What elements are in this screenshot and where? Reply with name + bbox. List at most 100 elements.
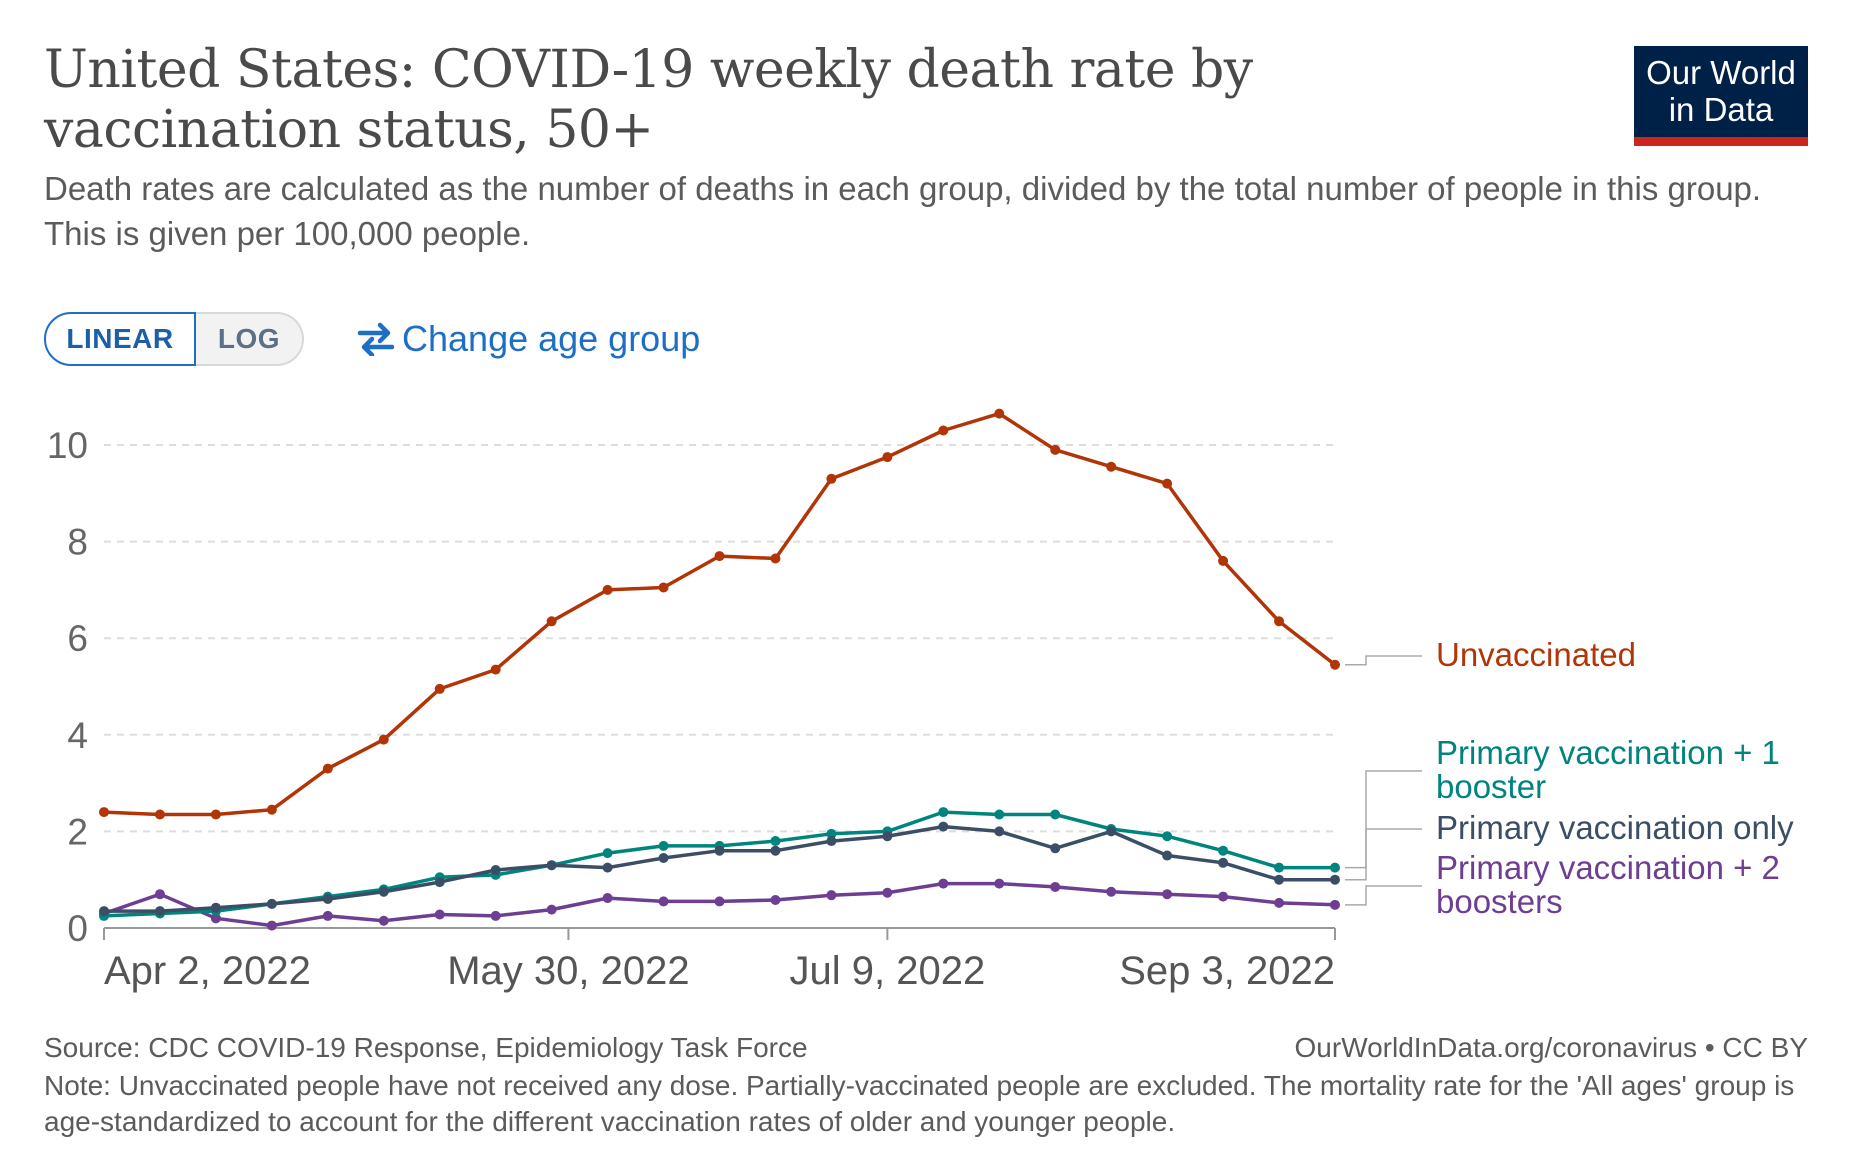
- data-point-booster2-16: [994, 878, 1005, 889]
- data-point-booster2-3: [266, 920, 277, 931]
- series-lines: [99, 408, 1340, 931]
- data-point-primary_only-0: [99, 906, 109, 917]
- data-point-unvaccinated-14: [882, 452, 893, 463]
- y-tick-label-10: 10: [47, 425, 88, 466]
- data-point-booster1-10: [658, 840, 669, 851]
- logo-line-2: in Data: [1668, 91, 1774, 128]
- data-point-primary_only-11: [714, 845, 725, 856]
- data-point-primary_only-10: [658, 852, 669, 863]
- data-point-primary_only-7: [490, 865, 501, 876]
- log-scale-button[interactable]: LOG: [196, 312, 304, 366]
- data-point-primary_only-14: [882, 831, 893, 842]
- data-point-unvaccinated-17: [1050, 444, 1061, 455]
- data-point-unvaccinated-21: [1274, 616, 1285, 627]
- data-point-primary_only-12: [770, 845, 781, 856]
- leader-line-unvaccinated: [1345, 655, 1422, 666]
- data-point-primary_only-21: [1274, 874, 1285, 885]
- chart-subtitle: Death rates are calculated as the number…: [44, 170, 1762, 252]
- data-point-unvaccinated-8: [546, 616, 557, 627]
- data-point-primary_only-8: [546, 860, 557, 871]
- series-label-primary_only-0: Primary vaccination only: [1436, 809, 1794, 846]
- leader-line-booster2: [1345, 885, 1422, 906]
- leader-line-booster1: [1345, 770, 1422, 869]
- x-axis: Apr 2, 2022 May 30, 2022 Jul 9, 2022 Sep 3,…: [103, 927, 1336, 993]
- data-point-unvaccinated-10: [658, 582, 669, 593]
- x-tick-label-1: May 30, 2022: [447, 949, 689, 993]
- data-point-booster1-12: [770, 836, 781, 847]
- data-point-booster1-9: [602, 848, 613, 859]
- data-point-unvaccinated-11: [714, 551, 725, 562]
- data-point-booster2-20: [1218, 891, 1229, 902]
- data-point-booster1-21: [1274, 862, 1285, 873]
- data-point-primary_only-17: [1050, 843, 1061, 854]
- data-point-booster2-18: [1106, 886, 1117, 897]
- data-point-booster1-17: [1050, 809, 1061, 820]
- data-point-unvaccinated-12: [770, 553, 781, 564]
- data-point-unvaccinated-9: [602, 584, 613, 595]
- x-tick-label-2: Jul 9, 2022: [790, 949, 986, 993]
- data-point-unvaccinated-22: [1330, 659, 1340, 670]
- data-point-unvaccinated-20: [1218, 555, 1229, 566]
- logo-line-1: Our World: [1646, 54, 1796, 91]
- series-unvaccinated: [99, 408, 1340, 820]
- x-tick-label-0: Apr 2, 2022: [104, 949, 311, 993]
- data-point-booster2-15: [938, 878, 949, 889]
- data-point-booster2-21: [1274, 897, 1285, 908]
- data-point-unvaccinated-13: [826, 473, 837, 484]
- x-tick-label-3: Sep 3, 2022: [1119, 949, 1335, 993]
- data-point-primary_only-5: [378, 886, 389, 897]
- leader-line-primary_only: [1345, 828, 1422, 881]
- data-point-booster1-22: [1330, 862, 1340, 873]
- data-point-booster2-2: [210, 913, 221, 924]
- data-point-unvaccinated-15: [938, 425, 949, 436]
- data-point-booster2-10: [658, 896, 669, 907]
- y-tick-label-2: 2: [67, 811, 88, 852]
- data-point-booster2-19: [1162, 889, 1173, 900]
- attribution-link[interactable]: OurWorldInData.org/coronavirus • CC BY: [1294, 1032, 1808, 1063]
- data-point-booster1-15: [938, 807, 949, 818]
- change-age-group-label: Change age group: [402, 318, 701, 359]
- data-point-unvaccinated-3: [266, 804, 277, 815]
- data-point-unvaccinated-7: [490, 664, 501, 675]
- data-point-primary_only-4: [322, 894, 333, 905]
- data-point-primary_only-16: [994, 826, 1005, 837]
- data-point-booster2-9: [602, 893, 613, 904]
- data-point-booster1-13: [826, 828, 837, 839]
- chart-title: United States: COVID-19 weekly death rat…: [44, 40, 1253, 160]
- data-point-unvaccinated-16: [994, 408, 1005, 419]
- data-point-unvaccinated-18: [1106, 461, 1117, 472]
- data-point-unvaccinated-19: [1162, 478, 1173, 489]
- series-label-booster1-1: booster: [1436, 768, 1546, 805]
- data-point-unvaccinated-4: [322, 763, 333, 774]
- data-point-unvaccinated-5: [378, 734, 389, 745]
- data-point-booster2-4: [322, 910, 333, 921]
- data-point-primary_only-2: [210, 902, 221, 913]
- change-age-group-button[interactable]: Change age group: [356, 312, 700, 366]
- data-point-booster2-14: [882, 887, 893, 898]
- data-point-primary_only-3: [266, 898, 277, 909]
- data-point-booster2-12: [770, 894, 781, 905]
- data-point-booster2-8: [546, 904, 557, 915]
- footnote: Note: Unvaccinated people have not recei…: [44, 1070, 1795, 1137]
- data-point-booster2-13: [826, 890, 837, 901]
- scale-toggle: LINEAR LOG: [44, 312, 304, 366]
- series-label-booster2-1: boosters: [1436, 883, 1563, 920]
- data-point-primary_only-19: [1162, 850, 1173, 861]
- data-point-unvaccinated-2: [210, 809, 221, 820]
- data-point-booster2-5: [378, 915, 389, 926]
- data-point-booster1-16: [994, 809, 1005, 820]
- data-point-booster2-1: [154, 889, 165, 900]
- linear-scale-button[interactable]: LINEAR: [44, 312, 196, 366]
- series-label-booster1-0: Primary vaccination + 1: [1436, 734, 1780, 771]
- series-booster2: [99, 878, 1340, 931]
- data-point-primary_only-22: [1330, 874, 1340, 885]
- data-point-unvaccinated-1: [154, 809, 165, 820]
- data-point-booster2-7: [490, 910, 501, 921]
- data-point-booster2-17: [1050, 881, 1061, 892]
- owid-logo[interactable]: Our World in Data: [1634, 46, 1808, 146]
- data-point-unvaccinated-6: [434, 683, 445, 694]
- data-point-primary_only-6: [434, 877, 445, 888]
- swap-arrows-icon: [357, 322, 395, 356]
- data-point-booster2-22: [1330, 899, 1340, 910]
